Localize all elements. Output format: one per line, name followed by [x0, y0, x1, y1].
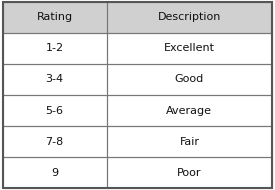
Bar [3, 126, 106, 157]
Text: Fair: Fair [179, 137, 199, 146]
Bar [3, 64, 106, 95]
Text: Description: Description [158, 12, 221, 22]
Bar [106, 95, 272, 126]
Bar [3, 157, 106, 188]
Text: Average: Average [166, 105, 212, 116]
Bar [106, 126, 272, 157]
Text: 1-2: 1-2 [46, 44, 64, 53]
Text: 3-4: 3-4 [46, 74, 64, 85]
Bar [3, 95, 106, 126]
Text: 9: 9 [51, 168, 58, 178]
Bar [106, 157, 272, 188]
Bar [3, 33, 106, 64]
Text: 5-6: 5-6 [46, 105, 64, 116]
Bar [106, 33, 272, 64]
Text: Good: Good [175, 74, 204, 85]
Bar [106, 2, 272, 33]
Text: Excellent: Excellent [164, 44, 215, 53]
Text: Poor: Poor [177, 168, 202, 178]
Text: 7-8: 7-8 [45, 137, 64, 146]
Text: Rating: Rating [37, 12, 73, 22]
Bar [3, 2, 106, 33]
Bar [106, 64, 272, 95]
